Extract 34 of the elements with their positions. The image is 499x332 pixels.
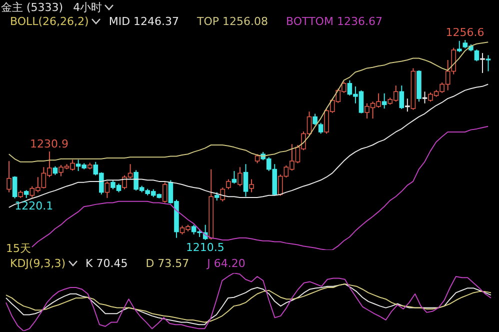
candlestick [249,178,254,193]
candlestick [382,92,387,110]
text: BOTTOM 1236.67 [286,14,382,28]
candlestick [422,91,428,104]
text: MID 1246.37 [108,14,180,28]
candlestick [318,122,324,134]
annotation: 1220.1 [14,199,54,212]
candlestick [162,182,168,204]
text: D 73.57 [146,256,190,270]
candlestick [456,40,462,53]
annotation: 1230.9 [30,138,69,151]
candlestick [104,180,110,198]
candlestick [405,98,410,112]
chart-subtitle: 4小时 [73,0,102,14]
chart-title: 金主 (5333) [1,0,64,14]
series-label: J 64.20 [207,256,246,270]
candlestick [312,113,318,126]
text: BOLL(26,26,2) [10,14,89,28]
candlestick [480,52,485,74]
candlestick [486,54,491,72]
candlestick [238,166,242,187]
text: 15天 [6,241,31,256]
candlestick [12,176,18,199]
annotation: 1256.6 [446,26,484,39]
text: K 70.45 [86,256,128,270]
candlestick [6,160,12,193]
candlestick [226,178,231,190]
candlestick [243,164,248,198]
text: TOP 1256.08 [197,14,268,28]
candlestick [254,154,260,164]
candlestick [399,85,404,110]
annotation: 1210.5 [186,241,224,254]
text: KDJ(9,3,3) [10,256,66,270]
candlestick [474,49,480,62]
